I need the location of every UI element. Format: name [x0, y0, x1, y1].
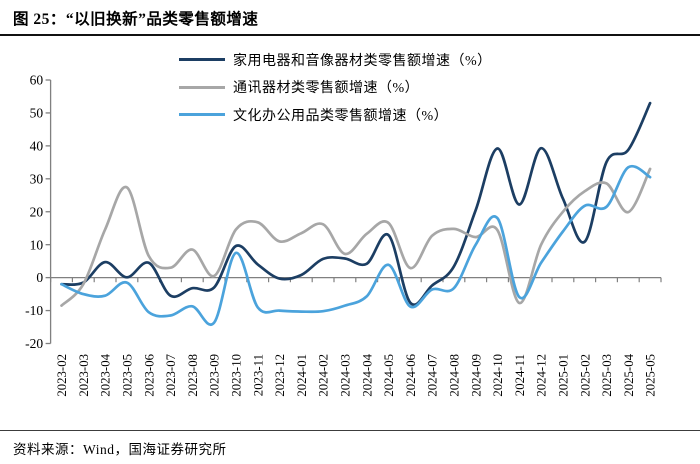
y-tick-label: 10: [30, 237, 44, 252]
x-tick-label: 2023-08: [186, 354, 200, 397]
x-tick-label: 2024-10: [491, 354, 505, 397]
x-tick-label: 2024-06: [404, 353, 418, 396]
line-chart: 60 50 40 30 20 10 0 -10 -20 2023-02 2023-03 2023-04…: [25, 73, 662, 397]
x-tick-label: 2023-07: [164, 353, 178, 396]
source-text: 资料来源：Wind，国海证券研究所: [13, 442, 227, 457]
x-tick-label: 2023-04: [99, 353, 113, 396]
x-tick-label: 2024-05: [382, 354, 396, 397]
x-tick-label: 2024-02: [317, 354, 331, 397]
legend-label-communications: 通讯器材类零售额增速（%）: [233, 81, 420, 97]
x-tick-label: 2024-12: [535, 354, 549, 397]
series-line-appliances: [60, 101, 652, 306]
legend-item-communications: 通讯器材类零售额增速（%）: [179, 74, 492, 102]
x-tick-label: 2024-08: [448, 354, 462, 397]
x-tick-label: 2024-01: [295, 354, 309, 397]
x-tick-label: 2024-03: [339, 354, 353, 397]
series-line-culture-office: [60, 164, 652, 326]
legend-label-appliances: 家用电器和音像器材类零售额增速（%）: [233, 53, 492, 69]
x-tick-label: 2025-02: [578, 354, 592, 397]
x-tick-label: 2024-07: [426, 353, 440, 396]
x-tick-label: 2023-03: [77, 354, 91, 397]
y-tick-label: -20: [25, 336, 43, 351]
x-tick-label: 2023-05: [121, 354, 135, 397]
y-tick-label: 30: [30, 171, 44, 186]
x-tick-label: 2025-01: [557, 354, 571, 397]
y-tick-label: 0: [36, 270, 43, 285]
series-line-communications: [60, 167, 652, 307]
x-tick-label: 2023-02: [55, 354, 69, 397]
legend-label-culture-office: 文化办公用品类零售额增速（%）: [233, 108, 449, 124]
legend-swatch-culture-office: [179, 113, 225, 117]
legend-item-culture-office: 文化办公用品类零售额增速（%）: [179, 101, 492, 129]
y-tick-label: 60: [30, 73, 44, 88]
x-tick-label: 2025-03: [600, 354, 614, 397]
x-tick-label: 2024-09: [469, 354, 483, 397]
x-tick-label: 2023-10: [230, 354, 244, 397]
legend-swatch-appliances: [179, 58, 225, 62]
x-tick-label: 2023-06: [142, 353, 156, 396]
y-tick-label: 20: [30, 204, 44, 219]
x-tick-label: 2025-04: [622, 353, 636, 396]
figure-title-bar: 图 25：“以旧换新”品类零售额增速: [0, 0, 700, 36]
x-tick-label: 2024-11: [513, 354, 527, 396]
y-tick-label: -10: [25, 303, 43, 318]
y-tick-label: 40: [30, 138, 44, 153]
legend-swatch-communications: [179, 85, 225, 89]
legend-item-appliances: 家用电器和音像器材类零售额增速（%）: [179, 46, 492, 74]
y-tick-label: 50: [30, 106, 44, 121]
footer: 资料来源：Wind，国海证券研究所: [0, 430, 700, 458]
x-tick-label: 2023-11: [251, 354, 265, 396]
x-tick-label: 2023-12: [273, 354, 287, 397]
x-tick-label: 2023-09: [208, 354, 222, 397]
x-tick-label: 2024-04: [360, 353, 374, 396]
chart-legend: 家用电器和音像器材类零售额增速（%） 通讯器材类零售额增速（%） 文化办公用品类…: [179, 46, 492, 129]
figure-title: 图 25：“以旧换新”品类零售额增速: [13, 11, 259, 28]
x-tick-label: 2025-05: [644, 354, 658, 397]
